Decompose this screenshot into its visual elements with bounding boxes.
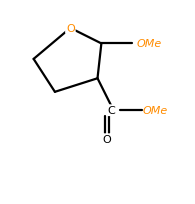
Text: OMe: OMe	[136, 39, 161, 49]
Text: C: C	[107, 106, 115, 116]
Text: O: O	[66, 24, 75, 34]
Text: OMe: OMe	[143, 106, 168, 116]
Text: O: O	[103, 135, 111, 145]
